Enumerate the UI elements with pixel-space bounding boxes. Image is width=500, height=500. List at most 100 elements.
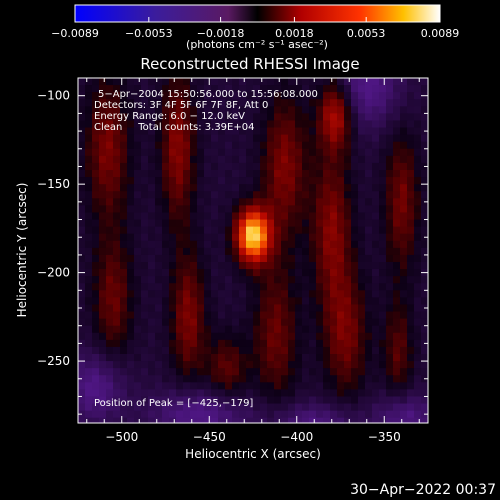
image-pixel [351, 85, 359, 93]
image-pixel [365, 247, 373, 256]
image-pixel [316, 170, 324, 178]
image-pixel [253, 219, 261, 228]
image-pixel [225, 297, 233, 306]
image-pixel [309, 262, 317, 270]
image-pixel [190, 382, 198, 390]
image-pixel [379, 269, 387, 277]
image-pixel [274, 184, 282, 192]
image-pixel [232, 177, 240, 185]
image-pixel [323, 354, 331, 362]
image-pixel [393, 162, 401, 171]
image-pixel [372, 375, 380, 383]
image-pixel [78, 85, 86, 93]
image-pixel [218, 254, 226, 263]
image-pixel [218, 240, 226, 249]
image-pixel [267, 332, 275, 341]
image-pixel [204, 354, 212, 362]
image-pixel [211, 375, 219, 383]
image-pixel [330, 198, 338, 206]
image-pixel [204, 155, 212, 164]
image-pixel [106, 127, 114, 136]
image-pixel [260, 155, 268, 164]
image-pixel [120, 375, 128, 383]
image-pixel [85, 297, 93, 306]
image-pixel [183, 361, 191, 369]
image-pixel [295, 212, 303, 221]
image-pixel [330, 162, 338, 171]
image-pixel [400, 205, 408, 214]
image-pixel [386, 339, 394, 348]
image-pixel [337, 375, 345, 383]
image-pixel [260, 85, 268, 93]
image-pixel [344, 85, 352, 93]
image-pixel [267, 318, 275, 327]
image-pixel [337, 410, 345, 419]
image-pixel [358, 155, 366, 164]
image-pixel [162, 99, 170, 107]
image-pixel [127, 304, 135, 313]
image-pixel [176, 304, 184, 313]
image-pixel [134, 233, 142, 242]
image-pixel [309, 290, 317, 298]
colorbar-tick-label: 0.0053 [347, 27, 386, 40]
image-pixel [351, 304, 359, 313]
image-pixel [120, 99, 128, 107]
image-pixel [253, 346, 261, 355]
image-pixel [141, 155, 149, 164]
image-pixel [414, 162, 422, 171]
image-pixel [190, 354, 198, 362]
image-pixel [246, 85, 254, 93]
image-pixel [379, 346, 387, 355]
image-pixel [260, 304, 268, 313]
image-pixel [155, 361, 163, 369]
image-pixel [351, 240, 359, 249]
image-pixel [260, 99, 268, 107]
image-pixel [190, 226, 198, 235]
image-pixel [400, 304, 408, 313]
image-pixel [386, 389, 394, 398]
image-pixel [344, 368, 352, 376]
image-pixel [99, 410, 107, 419]
image-pixel [190, 375, 198, 383]
image-pixel [106, 382, 114, 390]
image-pixel [204, 283, 212, 291]
image-pixel [134, 269, 142, 277]
image-pixel [162, 134, 170, 143]
image-pixel [120, 276, 128, 284]
image-pixel [365, 410, 373, 419]
image-pixel [316, 403, 324, 412]
chart-title: Reconstructed RHESSI Image [140, 55, 359, 73]
image-pixel [183, 85, 191, 93]
image-pixel [330, 120, 338, 129]
image-pixel [302, 262, 310, 270]
image-pixel [344, 127, 352, 136]
image-pixel [176, 85, 184, 93]
image-pixel [162, 92, 170, 100]
image-pixel [78, 113, 86, 122]
image-pixel [148, 99, 156, 107]
image-pixel [351, 127, 359, 136]
image-pixel [344, 155, 352, 164]
image-pixel [309, 417, 317, 423]
image-pixel [281, 106, 289, 114]
image-pixel [232, 184, 240, 192]
image-pixel [246, 283, 254, 291]
image-pixel [379, 389, 387, 398]
image-pixel [162, 276, 170, 284]
image-pixel [302, 417, 310, 423]
image-pixel [274, 318, 282, 327]
image-pixel [323, 368, 331, 376]
image-pixel [267, 382, 275, 390]
image-pixel [421, 254, 428, 263]
image-pixel [309, 346, 317, 355]
image-pixel [421, 240, 428, 249]
image-pixel [113, 403, 121, 412]
image-pixel [386, 304, 394, 313]
image-pixel [204, 304, 212, 313]
image-pixel [414, 226, 422, 235]
image-pixel [211, 311, 219, 320]
image-pixel [99, 134, 107, 143]
image-pixel [239, 389, 247, 398]
image-pixel [372, 191, 380, 199]
image-pixel [407, 318, 415, 327]
